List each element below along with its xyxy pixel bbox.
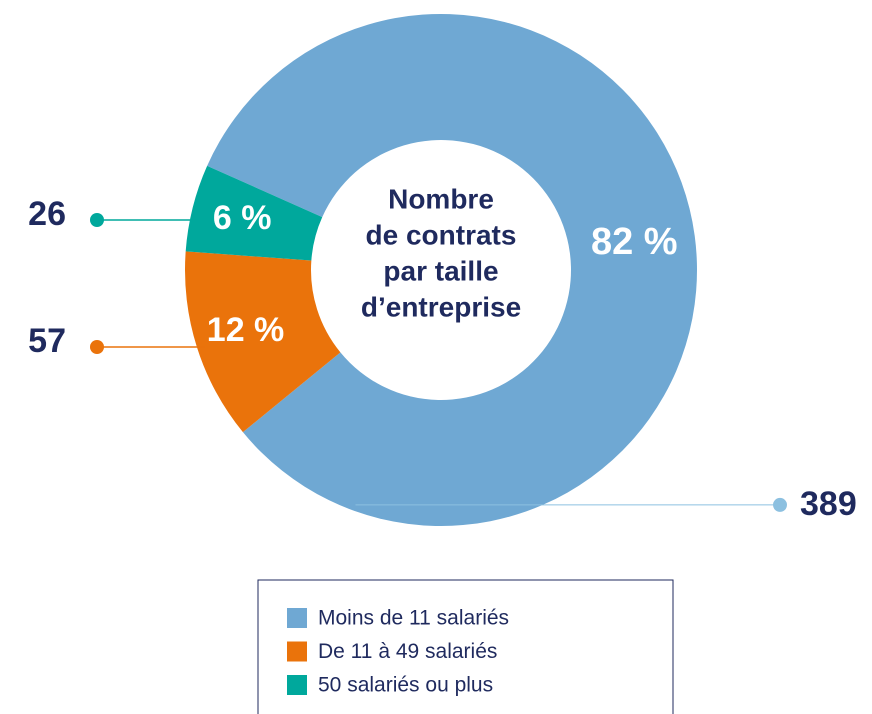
percent-label: 6 %: [213, 199, 272, 237]
legend-label: 50 salariés ou plus: [318, 674, 493, 697]
center-title: par taille: [383, 255, 498, 286]
legend-label: De 11 à 49 salariés: [318, 640, 497, 663]
legend-swatch: [287, 641, 307, 662]
value-label: 389: [800, 485, 857, 523]
legend-swatch: [287, 608, 307, 628]
value-label: 57: [28, 322, 66, 360]
leader-dot: [773, 497, 787, 512]
value-label: 26: [28, 195, 66, 233]
center-title: d’entreprise: [361, 291, 521, 322]
leader-dot: [90, 340, 104, 354]
donut-slice: [185, 165, 323, 261]
percent-label: 12 %: [207, 311, 285, 349]
legend-label: Moins de 11 salariés: [318, 607, 509, 630]
legend-swatch: [287, 675, 307, 695]
legend-box: [257, 579, 674, 714]
donut-slice: [207, 13, 697, 526]
percent-label: 82 %: [591, 221, 678, 263]
center-title: Nombre: [388, 183, 494, 214]
donut-slice: [185, 251, 341, 433]
leader-dot: [90, 213, 104, 227]
center-title: de contrats: [366, 219, 517, 250]
